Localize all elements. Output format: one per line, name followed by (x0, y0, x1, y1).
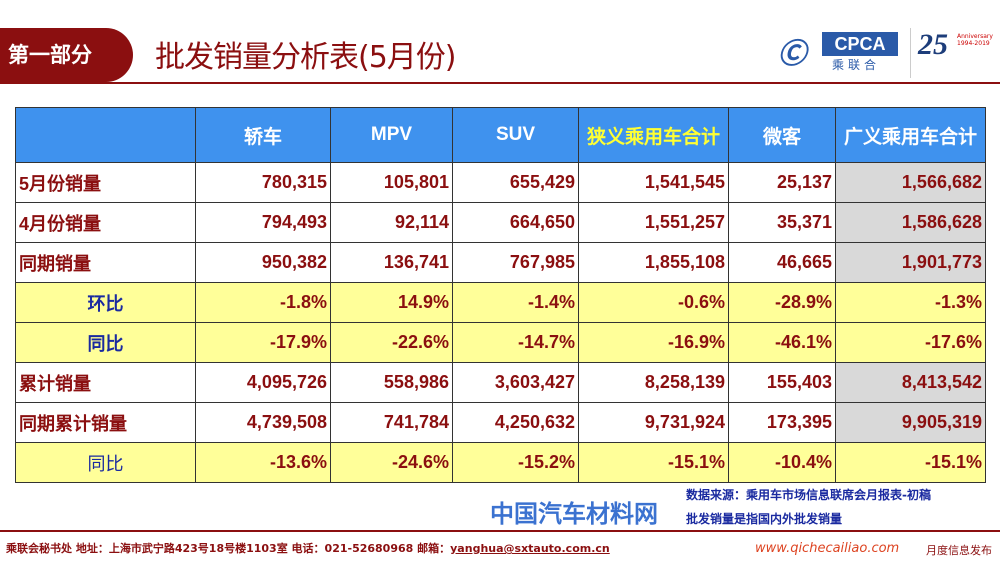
cpca-logo: CPCA (822, 32, 898, 56)
logo-divider (910, 28, 911, 78)
table-row: 累计销量 4,095,726 558,986 3,603,427 8,258,139 15… (15, 362, 986, 403)
table-row: 环比 -1.8% 14.9% -1.4% -0.6% -28.9% -1.3% (15, 282, 986, 323)
anniversary-logo: 25 (918, 28, 948, 61)
table-row: 同比 -13.6% -24.6% -15.2% -15.1% -10.4% -15.1% (15, 442, 986, 483)
column-header: MPV (330, 107, 453, 163)
footer-right: 月度信息发布 (926, 544, 992, 557)
table-cell: -28.9% (728, 282, 836, 323)
table-cell: 558,986 (330, 362, 453, 403)
table-cell: 741,784 (330, 402, 453, 443)
column-header: 广义乘用车合计 (835, 107, 986, 163)
table-cell: 1,855,108 (578, 242, 729, 283)
table-cell: -1.8% (195, 282, 331, 323)
row-label: 同期销量 (15, 242, 196, 283)
table-header: 轿车 MPV SUV 狭义乘用车合计 微客 广义乘用车合计 (15, 107, 986, 163)
table-cell: -46.1% (728, 322, 836, 363)
row-label: 同比 (15, 322, 196, 363)
column-header: SUV (452, 107, 579, 163)
table-cell: 14.9% (330, 282, 453, 323)
table-row: 同期累计销量 4,739,508 741,784 4,250,632 9,731,924… (15, 402, 986, 443)
table-cell: -15.1% (578, 442, 729, 483)
table-cell: -17.9% (195, 322, 331, 363)
row-label: 4月份销量 (15, 202, 196, 243)
table-cell: 25,137 (728, 162, 836, 203)
table-cell: 8,258,139 (578, 362, 729, 403)
column-header: 轿车 (195, 107, 331, 163)
table-cell: 9,731,924 (578, 402, 729, 443)
table-cell: 3,603,427 (452, 362, 579, 403)
table-row: 同比 -17.9% -22.6% -14.7% -16.9% -46.1% -17.6% (15, 322, 986, 363)
cpca-logo-sub: 乘联合 (832, 58, 881, 72)
table-cell: 1,541,545 (578, 162, 729, 203)
table-cell: -1.3% (835, 282, 986, 323)
footer-divider (0, 530, 1000, 532)
watermark-url: www.qichecailiao.com (755, 541, 900, 556)
table-cell: -0.6% (578, 282, 729, 323)
anniversary-logo-sub: Anniversary 1994-2019 (957, 33, 993, 47)
table-cell: 46,665 (728, 242, 836, 283)
cada-logo-icon: Ⓒ (778, 38, 807, 69)
sales-table: 轿车 MPV SUV 狭义乘用车合计 微客 广义乘用车合计 5月份销量 780,3… (15, 107, 986, 483)
table-cell: 173,395 (728, 402, 836, 443)
footer-contact: 乘联会秘书处 地址：上海市武宁路423号18号楼1103室 电话：021-526… (6, 540, 610, 556)
footer-address: 乘联会秘书处 地址：上海市武宁路423号18号楼1103室 电话：021-526… (6, 542, 451, 555)
table-cell: 4,250,632 (452, 402, 579, 443)
table-cell: -22.6% (330, 322, 453, 363)
table-cell: 4,739,508 (195, 402, 331, 443)
column-header: 微客 (728, 107, 836, 163)
section-label: 第一部分 (0, 28, 133, 82)
table-cell: -16.9% (578, 322, 729, 363)
header-divider (0, 82, 1000, 84)
table-cell: -13.6% (195, 442, 331, 483)
watermark-title: 中国汽车材料网 (490, 500, 658, 528)
table-cell: 664,650 (452, 202, 579, 243)
table-row: 4月份销量 794,493 92,114 664,650 1,551,257 35,371… (15, 202, 986, 243)
column-header (15, 107, 196, 163)
table-cell: 780,315 (195, 162, 331, 203)
table-cell: -15.2% (452, 442, 579, 483)
table-cell: 950,382 (195, 242, 331, 283)
table-cell: 4,095,726 (195, 362, 331, 403)
table-row: 5月份销量 780,315 105,801 655,429 1,541,545 25,13… (15, 162, 986, 203)
table-cell: 1,551,257 (578, 202, 729, 243)
table-cell: 105,801 (330, 162, 453, 203)
table-cell: -24.6% (330, 442, 453, 483)
row-label: 5月份销量 (15, 162, 196, 203)
table-cell: -14.7% (452, 322, 579, 363)
column-header: 狭义乘用车合计 (578, 107, 729, 163)
definition-note: 批发销量是指国内外批发销量 (686, 512, 843, 526)
table-cell: 767,985 (452, 242, 579, 283)
row-label: 累计销量 (15, 362, 196, 403)
table-cell: -15.1% (835, 442, 986, 483)
table-cell: 655,429 (452, 162, 579, 203)
table-cell: 35,371 (728, 202, 836, 243)
table-cell: -1.4% (452, 282, 579, 323)
table-cell: 136,741 (330, 242, 453, 283)
table-cell: 794,493 (195, 202, 331, 243)
table-cell: 8,413,542 (835, 362, 986, 403)
row-label: 环比 (15, 282, 196, 323)
footer-email[interactable]: yanghua@sxtauto.com.cn (450, 542, 610, 555)
source-note: 数据来源：乘用车市场信息联席会月报表-初稿 (686, 488, 931, 502)
table-cell: -17.6% (835, 322, 986, 363)
row-label: 同比 (15, 442, 196, 483)
table-cell: 155,403 (728, 362, 836, 403)
table-cell: -10.4% (728, 442, 836, 483)
table-cell: 1,901,773 (835, 242, 986, 283)
table-cell: 9,905,319 (835, 402, 986, 443)
table-cell: 92,114 (330, 202, 453, 243)
page-title: 批发销量分析表(5月份) (155, 40, 456, 75)
row-label: 同期累计销量 (15, 402, 196, 443)
table-cell: 1,586,628 (835, 202, 986, 243)
table-row: 同期销量 950,382 136,741 767,985 1,855,108 46,665… (15, 242, 986, 283)
table-cell: 1,566,682 (835, 162, 986, 203)
